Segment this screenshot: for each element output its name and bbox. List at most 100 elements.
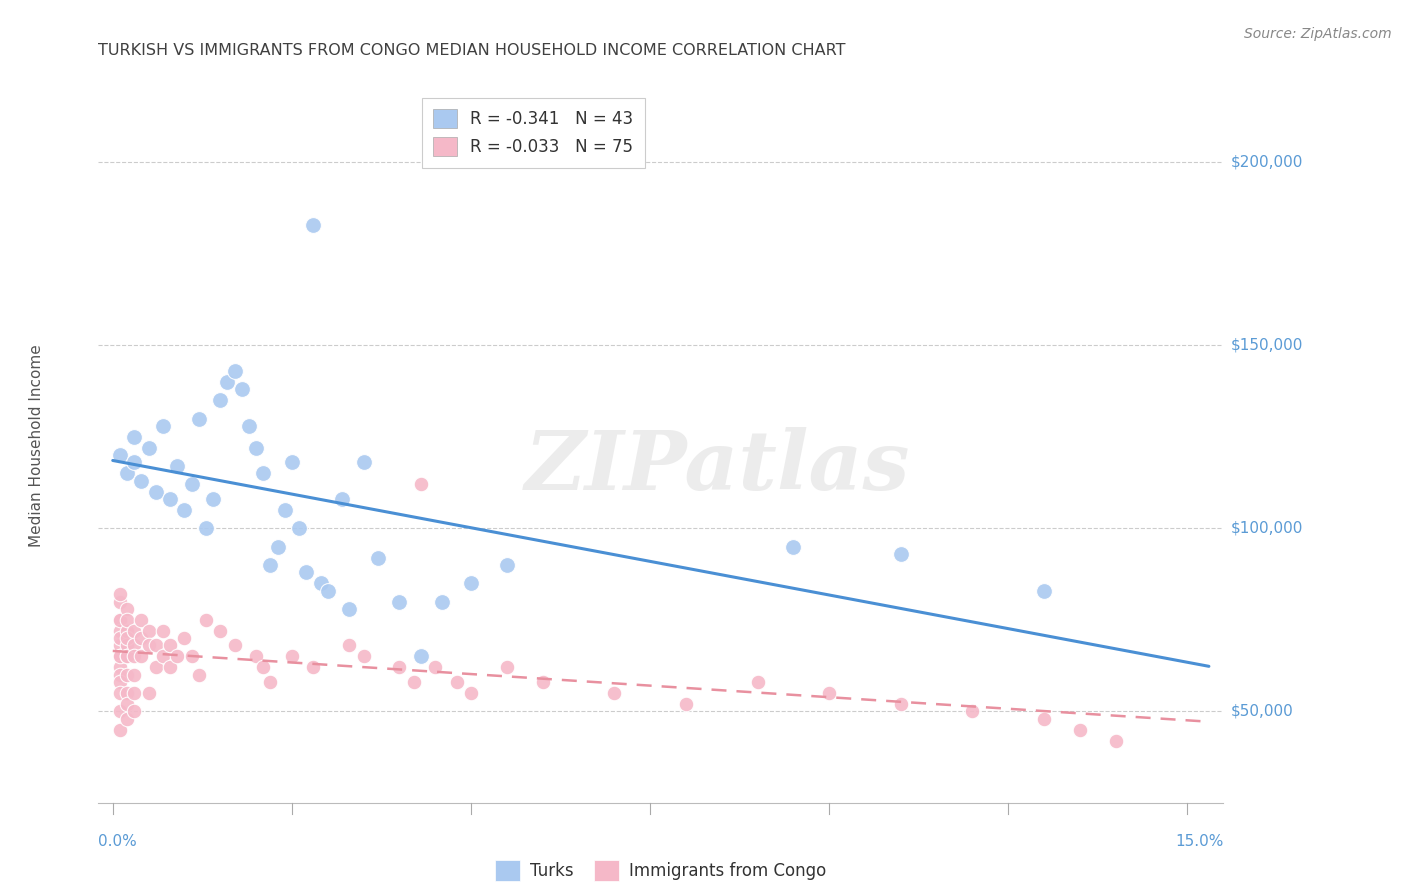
Point [108,587,131,601]
Point [108,667,131,681]
Point [115,667,138,681]
Point [1105,733,1128,747]
Point [388,660,411,674]
Point [131,631,153,645]
Point [131,613,153,627]
Point [122,704,145,718]
Point [166,459,188,474]
Point [152,418,174,433]
Point [166,649,188,664]
Point [173,631,195,645]
Point [115,631,138,645]
Point [115,697,138,711]
Point [138,441,160,455]
Point [224,364,246,378]
Text: 15.0%: 15.0% [1175,834,1223,849]
Point [108,723,131,737]
Point [209,393,232,408]
Point [432,594,454,608]
Point [108,631,131,645]
Point [115,467,138,481]
Point [259,675,281,690]
Point [353,455,375,469]
Point [122,455,145,469]
Point [460,576,482,591]
Point [108,686,131,700]
Point [108,639,131,653]
Text: $50,000: $50,000 [1230,704,1294,719]
Point [217,375,239,389]
Point [187,411,209,425]
Point [231,382,253,396]
Point [603,686,626,700]
Point [108,594,131,608]
Point [131,649,153,664]
Point [245,441,267,455]
Point [108,613,131,627]
Point [122,686,145,700]
Point [159,491,181,506]
Point [138,686,160,700]
Point [302,660,325,674]
Point [115,649,138,664]
Point [675,697,697,711]
Point [180,477,202,491]
Text: Median Household Income: Median Household Income [30,344,44,548]
Point [122,667,145,681]
Point [890,547,912,561]
Point [281,649,304,664]
Point [1033,583,1056,598]
Point [194,521,217,535]
Point [423,660,446,674]
Point [108,649,131,664]
Point [180,649,202,664]
Point [1033,712,1056,726]
Point [446,675,468,690]
Point [187,667,209,681]
Point [122,649,145,664]
Point [131,474,153,488]
Point [495,660,517,674]
Point [115,639,138,653]
Point [138,639,160,653]
Point [108,660,131,674]
Point [115,613,138,627]
Point [252,660,274,674]
Text: $200,000: $200,000 [1230,155,1302,169]
Point [209,624,232,638]
Point [115,712,138,726]
Point [152,624,174,638]
Point [890,697,912,711]
Point [353,649,375,664]
Point [145,639,167,653]
Point [747,675,769,690]
Point [115,602,138,616]
Point [115,686,138,700]
Point [108,704,131,718]
Text: Source: ZipAtlas.com: Source: ZipAtlas.com [1244,27,1392,41]
Point [302,218,325,232]
Point [252,467,274,481]
Text: 0.0%: 0.0% [98,834,138,849]
Point [281,455,304,469]
Point [818,686,841,700]
Point [138,624,160,638]
Point [108,613,131,627]
Point [245,649,267,664]
Text: TURKISH VS IMMIGRANTS FROM CONGO MEDIAN HOUSEHOLD INCOME CORRELATION CHART: TURKISH VS IMMIGRANTS FROM CONGO MEDIAN … [98,43,846,58]
Point [388,594,411,608]
Point [152,649,174,664]
Point [460,686,482,700]
Point [159,639,181,653]
Point [224,639,246,653]
Point [108,624,131,638]
Point [259,558,281,572]
Point [409,649,432,664]
Point [962,704,984,718]
Point [108,675,131,690]
Text: $150,000: $150,000 [1230,338,1302,353]
Text: $100,000: $100,000 [1230,521,1302,536]
Point [288,521,311,535]
Point [1069,723,1091,737]
Point [402,675,425,690]
